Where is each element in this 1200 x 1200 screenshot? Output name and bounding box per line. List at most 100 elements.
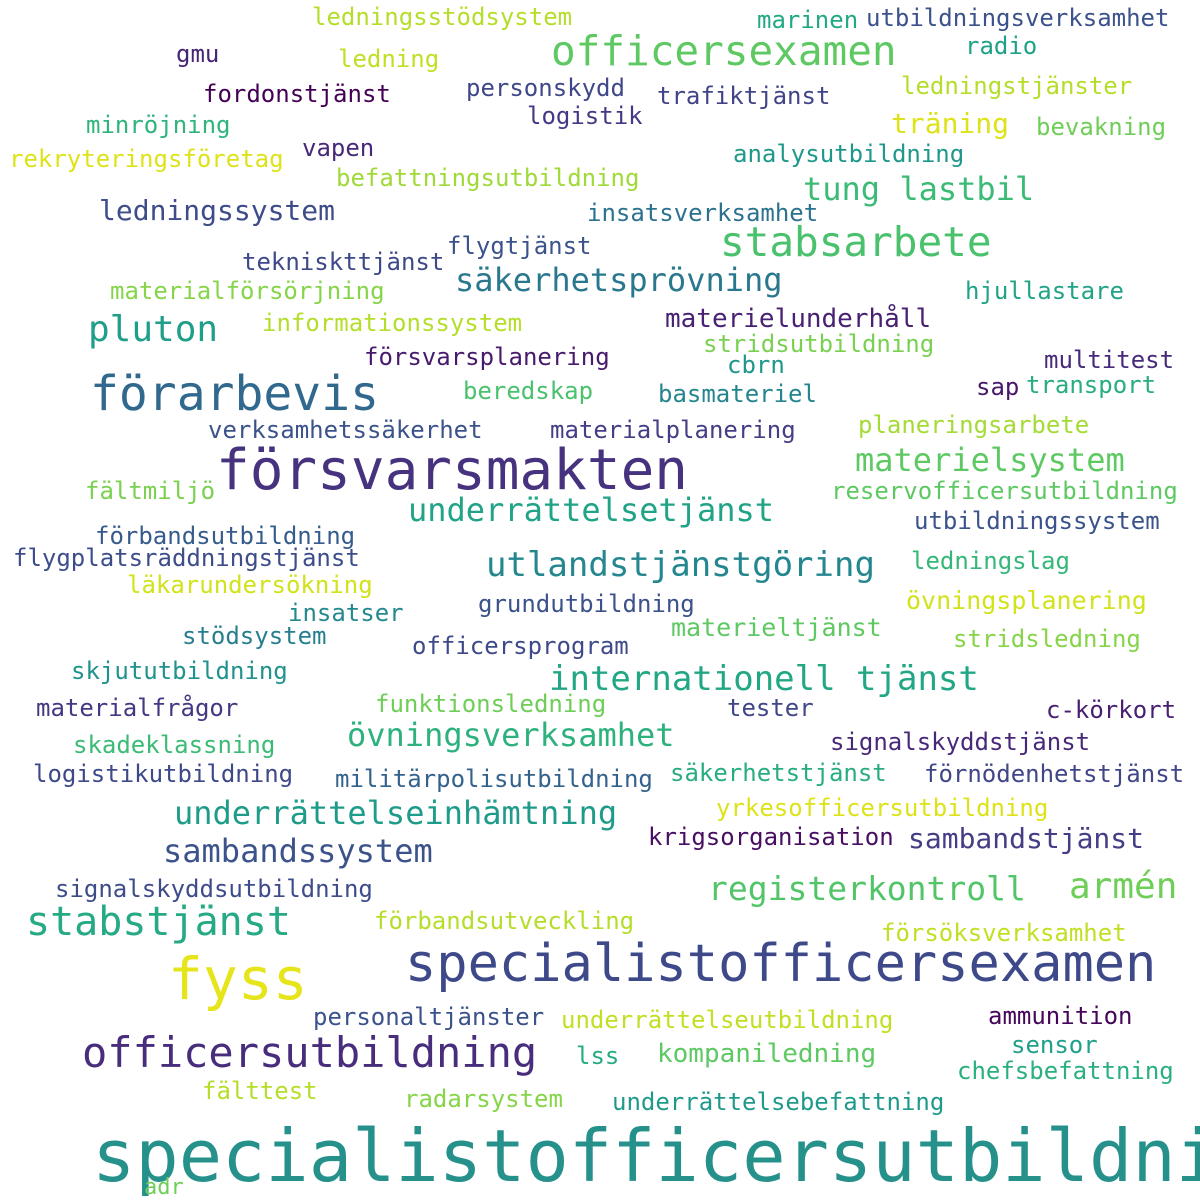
word: minröjning — [86, 111, 231, 139]
word: träning — [891, 107, 1010, 140]
word: stridsutbildning — [703, 330, 935, 358]
word: gmu — [176, 40, 220, 68]
word: befattningsutbildning — [336, 164, 640, 192]
word: försöksverksamhet — [881, 919, 1127, 947]
word: bevakning — [1036, 113, 1167, 141]
word: materialfrågor — [36, 694, 239, 722]
word: ledningssystem — [99, 194, 336, 227]
word: ammunition — [988, 1002, 1133, 1030]
word: ledningsstödsystem — [312, 3, 573, 31]
word: underrättelseutbildning — [561, 1006, 894, 1034]
word: registerkontroll — [708, 869, 1026, 908]
word: officersutbildning — [82, 1028, 538, 1077]
word: försvarsplanering — [364, 343, 610, 371]
word: internationell tjänst — [549, 659, 979, 699]
word: informationssystem — [262, 309, 523, 337]
word: marinen — [757, 6, 859, 34]
word: rekryteringsföretag — [9, 145, 284, 173]
word: flygtjänst — [447, 232, 592, 260]
word: stödsystem — [182, 622, 327, 650]
word: logistik — [527, 102, 643, 130]
word: kompaniledning — [657, 1039, 877, 1069]
word: ledning — [338, 45, 440, 73]
word: underrättelsebefattning — [612, 1088, 945, 1116]
word: säkerhetsprövning — [455, 261, 783, 299]
word: radarsystem — [404, 1085, 563, 1113]
word: tekniskttjänst — [242, 248, 445, 276]
word: signalskyddstjänst — [830, 728, 1091, 756]
word: lss — [576, 1042, 620, 1070]
word: ledningstjänster — [901, 72, 1133, 100]
word: fälttest — [202, 1077, 318, 1105]
word: krigsorganisation — [648, 823, 894, 851]
word: försvarsmakten — [216, 438, 689, 503]
word: yrkesofficersutbildning — [716, 794, 1049, 822]
word: utbildningsverksamhet — [866, 4, 1170, 32]
word: underrättelsetjänst — [408, 491, 775, 529]
word: insatser — [288, 599, 404, 627]
word: specialistofficersexamen — [405, 934, 1157, 994]
word: armén — [1069, 866, 1178, 907]
word: transport — [1026, 371, 1157, 399]
word: trafiktjänst — [657, 82, 831, 110]
word: specialistofficersutbildning — [92, 1114, 1200, 1198]
word: beredskap — [463, 377, 594, 405]
word: planeringsarbete — [858, 411, 1090, 439]
word: materialplanering — [550, 416, 796, 444]
word: insatsverksamhet — [587, 199, 819, 227]
word: pluton — [88, 309, 219, 350]
word: tung lastbil — [803, 170, 1035, 208]
word: radio — [965, 32, 1038, 60]
word: personskydd — [466, 74, 625, 102]
word: stabsarbete — [720, 218, 992, 266]
word: grundutbildning — [478, 590, 695, 618]
word: övningsplanering — [906, 586, 1147, 615]
word: läkarundersökning — [127, 571, 373, 599]
word: stabstjänst — [26, 899, 291, 945]
word: officersprogram — [412, 632, 629, 660]
word: tester — [727, 694, 814, 722]
word: sambandstjänst — [908, 822, 1145, 855]
word: multitest — [1044, 346, 1175, 374]
word: ledningslag — [911, 547, 1070, 575]
word: basmateriel — [658, 380, 817, 408]
word: materielunderhåll — [665, 304, 932, 334]
word: fältmiljö — [85, 477, 216, 505]
word: reservofficersutbildning — [831, 477, 1178, 505]
word: hjullastare — [965, 277, 1124, 305]
word: adr — [144, 1175, 184, 1200]
word: logistikutbildning — [33, 760, 294, 788]
word: fyss — [168, 945, 308, 1013]
word: förbandsutveckling — [374, 907, 635, 935]
word: skjututbildning — [71, 657, 288, 685]
word: materieltjänst — [671, 613, 882, 642]
word: sensor — [1011, 1031, 1098, 1059]
word: materielsystem — [855, 441, 1125, 479]
word: analysutbildning — [733, 140, 965, 168]
word: militärpolisutbildning — [335, 765, 653, 793]
word: utbildningssystem — [914, 507, 1160, 535]
word: övningsverksamhet — [347, 716, 675, 754]
word: funktionsledning — [375, 690, 607, 718]
word: signalskyddsutbildning — [55, 875, 373, 903]
word: chefsbefattning — [957, 1057, 1174, 1085]
word: förbandsutbildning — [95, 522, 356, 550]
word: sambandssystem — [163, 832, 433, 870]
word: stridsledning — [953, 625, 1141, 653]
word: förarbevis — [90, 366, 379, 422]
word: säkerhetstjänst — [670, 759, 887, 787]
word: sap — [976, 373, 1020, 401]
word: verksamhetssäkerhet — [208, 416, 483, 444]
word: cbrn — [727, 351, 785, 379]
word: c-körkort — [1046, 696, 1177, 724]
word: personaltjänster — [313, 1003, 545, 1031]
word: officersexamen — [551, 27, 897, 75]
word: utlandstjänstgöring — [486, 545, 875, 585]
word: förnödenhetstjänst — [924, 760, 1185, 788]
word: fordonstjänst — [203, 80, 391, 108]
word: skadeklassning — [73, 731, 276, 759]
word: flygplatsräddningstjänst — [13, 544, 360, 572]
word: underrättelseinhämtning — [174, 794, 618, 832]
word: materialförsörjning — [110, 277, 385, 305]
